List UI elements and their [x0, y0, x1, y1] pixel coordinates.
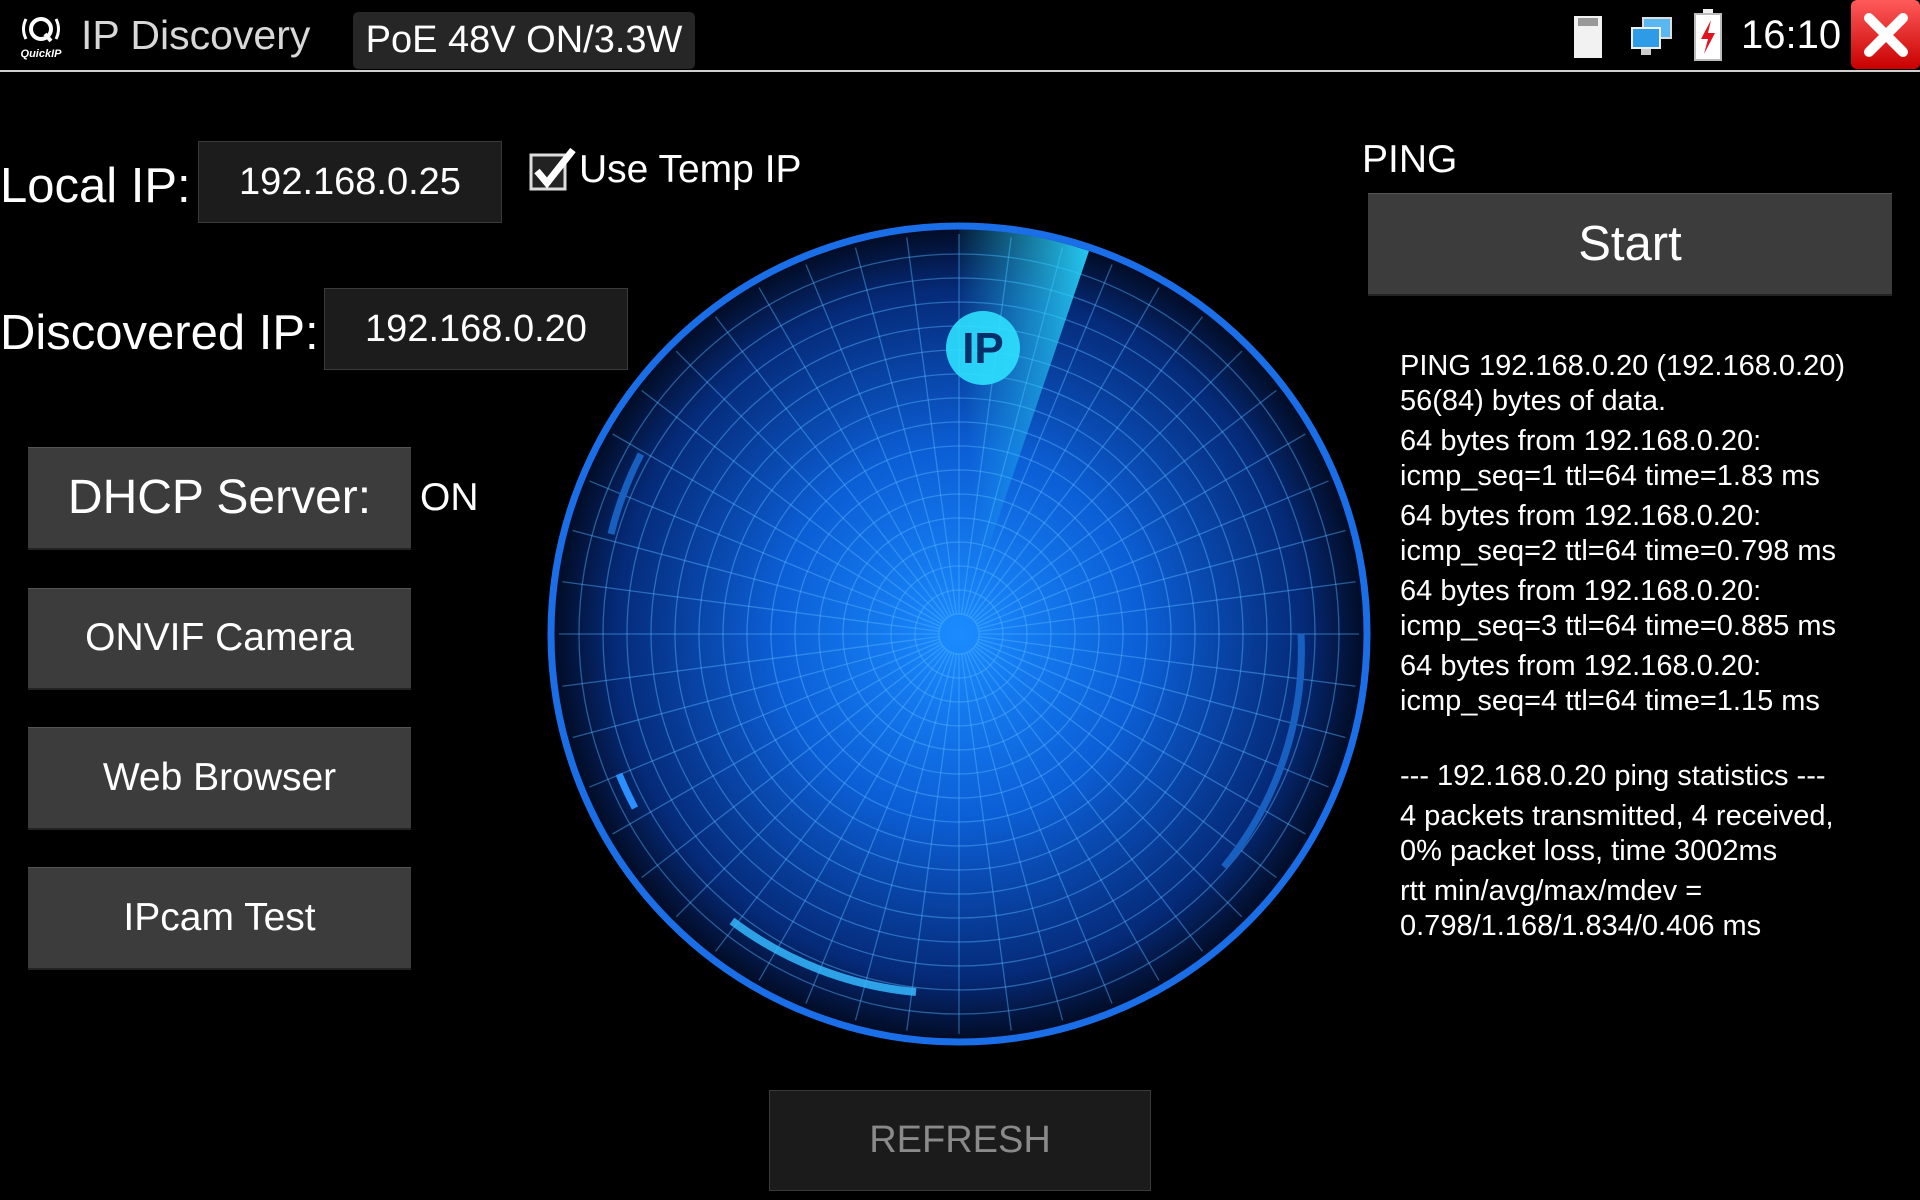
- ping-output-line: 64 bytes from 192.168.0.20: icmp_seq=1 t…: [1400, 425, 1820, 492]
- radar-spoke: [968, 650, 1160, 981]
- web-browser-button[interactable]: Web Browser: [28, 727, 411, 830]
- radar-spoke: [714, 649, 948, 952]
- dhcp-status: ON: [420, 476, 479, 519]
- poe-status-badge: PoE 48V ON/3.3W: [353, 12, 695, 69]
- radar-spoke: [978, 635, 1356, 687]
- radar-spoke: [906, 653, 958, 1031]
- radar-spoke: [960, 653, 1012, 1031]
- ip-badge: [946, 311, 1020, 385]
- radar-spoke: [641, 389, 944, 623]
- radar-spoke: [854, 653, 955, 1021]
- radar-arc: [1221, 633, 1305, 870]
- svg-text:QuickIP: QuickIP: [21, 48, 63, 60]
- radar-spoke: [854, 247, 955, 615]
- radar-spoke: [978, 638, 1346, 739]
- app-title: IP Discovery: [81, 12, 311, 58]
- radar-spoke: [977, 641, 1329, 788]
- radar-spoke: [562, 635, 940, 687]
- header-divider: [0, 70, 1920, 72]
- radar-spoke: [978, 581, 1356, 633]
- radar-display: IP: [547, 222, 1371, 1046]
- network-icon: [1629, 16, 1675, 58]
- ip-badge-label: IP: [962, 324, 1004, 373]
- radar-spoke: [975, 433, 1306, 625]
- ping-output-line: 4 packets transmitted, 4 received, 0% pa…: [1400, 800, 1834, 867]
- radar-spoke: [758, 650, 950, 981]
- app-logo: QuickIP: [10, 10, 72, 60]
- radar-spoke: [572, 529, 940, 630]
- close-button[interactable]: [1851, 0, 1920, 69]
- radar-arc: [729, 917, 917, 996]
- radar-spoke: [572, 638, 940, 739]
- radar-spoke: [758, 287, 950, 618]
- sd-card-icon: [1571, 14, 1605, 60]
- ping-output-line: --- 192.168.0.20 ping statistics ---: [1400, 760, 1826, 792]
- radar-arc: [607, 452, 645, 535]
- radar-spoke: [906, 237, 958, 615]
- radar-spoke: [963, 653, 1064, 1021]
- refresh-button[interactable]: REFRESH: [769, 1090, 1151, 1191]
- battery-charging-icon: [1692, 8, 1724, 62]
- radar-spoke: [966, 652, 1113, 1004]
- radar-spoke: [972, 647, 1243, 918]
- radar-spoke: [970, 316, 1204, 619]
- radar-spoke: [612, 433, 943, 625]
- radar-spoke: [675, 350, 946, 621]
- radar-spoke: [612, 643, 943, 835]
- use-temp-ip-checkbox[interactable]: Use Temp IP: [529, 147, 802, 193]
- ping-output-line: 64 bytes from 192.168.0.20: icmp_seq=3 t…: [1400, 575, 1837, 642]
- radar-arc: [615, 772, 639, 810]
- checkmark-icon: [529, 147, 576, 191]
- close-icon: [1863, 12, 1908, 57]
- ping-output-line: PING 192.168.0.20 (192.168.0.20) 56(84) …: [1400, 350, 1845, 417]
- radar-spoke: [675, 647, 946, 918]
- radar-spoke: [975, 643, 1306, 835]
- onvif-camera-button[interactable]: ONVIF Camera: [28, 588, 411, 690]
- ping-label: PING: [1362, 138, 1458, 181]
- radar-spoke: [805, 652, 952, 1004]
- use-temp-ip-label: Use Temp IP: [579, 148, 802, 191]
- radar-spoke: [974, 389, 1277, 623]
- radar-spoke: [805, 264, 952, 616]
- radar-spoke: [977, 480, 1329, 627]
- radar-spoke: [968, 287, 1160, 618]
- radar-spoke: [589, 641, 941, 788]
- ipcam-test-button[interactable]: IPcam Test: [28, 867, 411, 970]
- ping-output-line: rtt min/avg/max/mdev = 0.798/1.168/1.834…: [1400, 875, 1762, 942]
- discovered-ip-field[interactable]: 192.168.0.20: [324, 288, 628, 370]
- radar-spoke: [714, 316, 948, 619]
- radar-spoke: [970, 649, 1204, 952]
- local-ip-field[interactable]: 192.168.0.25: [198, 141, 502, 223]
- clock: 16:10: [1741, 13, 1842, 57]
- radar-spoke: [966, 264, 1113, 616]
- ping-output-line: 64 bytes from 192.168.0.20: icmp_seq=2 t…: [1400, 500, 1837, 567]
- radar-outer-ring: [547, 222, 1371, 1046]
- radar-spoke: [641, 645, 944, 879]
- dhcp-server-button[interactable]: DHCP Server:: [28, 447, 411, 550]
- radar-spoke: [562, 581, 940, 633]
- radar-spoke: [589, 480, 941, 627]
- radar-spoke: [978, 529, 1346, 630]
- ping-output: PING 192.168.0.20 (192.168.0.20) 56(84) …: [1400, 349, 1845, 949]
- ping-start-button[interactable]: Start: [1368, 193, 1892, 296]
- ping-output-line: 64 bytes from 192.168.0.20: icmp_seq=4 t…: [1400, 650, 1820, 717]
- radar-spoke: [972, 350, 1243, 621]
- local-ip-label: Local IP:: [0, 159, 191, 213]
- radar-spoke: [974, 645, 1277, 879]
- discovered-ip-label: Discovered IP:: [0, 306, 319, 360]
